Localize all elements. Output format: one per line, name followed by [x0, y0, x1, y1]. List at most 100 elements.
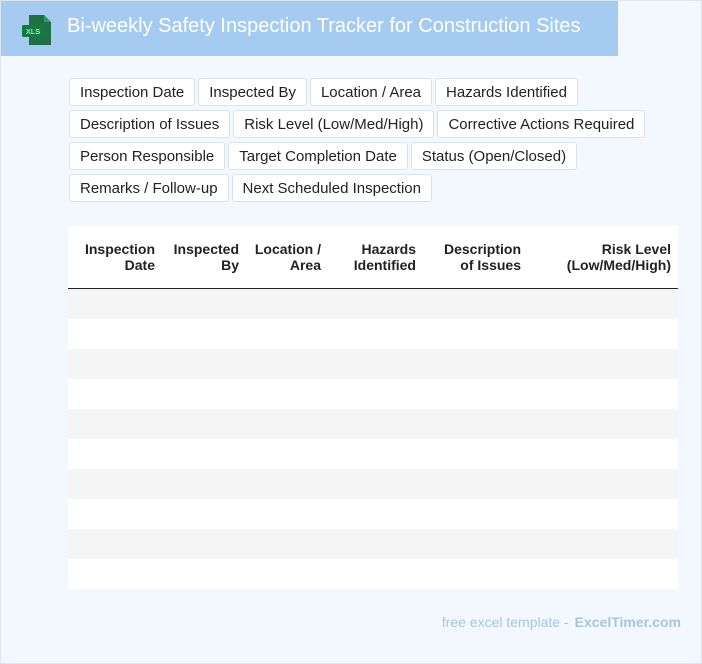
table-cell[interactable]	[162, 439, 246, 469]
field-tag[interactable]: Inspection Date	[69, 78, 196, 106]
column-header-line: Hazards	[361, 241, 416, 257]
table-cell[interactable]	[162, 499, 246, 529]
table-cell[interactable]	[68, 349, 162, 379]
table-cell[interactable]	[423, 319, 528, 349]
table-cell[interactable]	[328, 559, 423, 589]
field-tag[interactable]: Inspected By	[198, 78, 307, 106]
table-cell[interactable]	[162, 288, 246, 319]
table-cell[interactable]	[162, 319, 246, 349]
table-cell[interactable]	[328, 319, 423, 349]
field-tag[interactable]: Corrective Actions Required	[437, 110, 646, 138]
table-row	[68, 288, 678, 319]
table-row	[68, 439, 678, 469]
excel-file-icon: XLS	[22, 15, 51, 45]
table-cell[interactable]	[68, 559, 162, 589]
table-cell[interactable]	[528, 439, 678, 469]
field-tag[interactable]: Description of Issues	[69, 110, 231, 138]
table-cell[interactable]	[246, 559, 328, 589]
table-cell[interactable]	[423, 469, 528, 499]
table-cell[interactable]	[328, 409, 423, 439]
column-header: Hazards Identified	[328, 226, 423, 289]
table-cell[interactable]	[162, 379, 246, 409]
table-cell[interactable]	[423, 499, 528, 529]
table-cell[interactable]	[246, 469, 328, 499]
column-header: Description of Issues	[423, 226, 528, 289]
table-cell[interactable]	[528, 559, 678, 589]
column-header-line: Risk Level	[601, 241, 671, 257]
table-cell[interactable]	[528, 349, 678, 379]
table-cell[interactable]	[528, 529, 678, 559]
column-header: Inspection Date	[68, 226, 162, 289]
table-cell[interactable]	[528, 379, 678, 409]
table-row	[68, 529, 678, 559]
field-tag[interactable]: Person Responsible	[69, 142, 226, 170]
table-cell[interactable]	[328, 379, 423, 409]
column-header-line: Location /	[254, 241, 321, 257]
field-tag[interactable]: Target Completion Date	[228, 142, 408, 170]
table-cell[interactable]	[246, 379, 328, 409]
table-cell[interactable]	[328, 469, 423, 499]
table-cell[interactable]	[423, 439, 528, 469]
table-cell[interactable]	[528, 409, 678, 439]
table-cell[interactable]	[423, 288, 528, 319]
table-row	[68, 469, 678, 499]
table-cell[interactable]	[246, 319, 328, 349]
table-cell[interactable]	[68, 439, 162, 469]
field-tag[interactable]: Status (Open/Closed)	[410, 142, 578, 170]
column-header-line: (Low/Med/High)	[566, 257, 671, 273]
footer-text: free excel template -	[441, 614, 569, 630]
table-row	[68, 319, 678, 349]
field-tag[interactable]: Remarks / Follow-up	[69, 174, 229, 202]
table-cell[interactable]	[328, 529, 423, 559]
table-cell[interactable]	[246, 499, 328, 529]
table-cell[interactable]	[162, 409, 246, 439]
column-header-line: Description	[443, 241, 521, 257]
field-tag[interactable]: Hazards Identified	[435, 78, 578, 106]
field-tag[interactable]: Risk Level (Low/Med/High)	[233, 110, 435, 138]
table-cell[interactable]	[246, 409, 328, 439]
table-cell[interactable]	[68, 469, 162, 499]
table-cell[interactable]	[68, 499, 162, 529]
column-header: Inspected By	[162, 226, 246, 289]
table-cell[interactable]	[68, 288, 162, 319]
xls-icon-label: XLS	[26, 27, 40, 36]
table-cell[interactable]	[246, 349, 328, 379]
table-cell[interactable]	[528, 288, 678, 319]
footer-brand-link[interactable]: ExcelTimer.com	[574, 614, 681, 630]
table-cell[interactable]	[528, 319, 678, 349]
table-cell[interactable]	[162, 529, 246, 559]
field-tag[interactable]: Next Scheduled Inspection	[231, 174, 432, 202]
table-cell[interactable]	[328, 349, 423, 379]
table-cell[interactable]	[423, 559, 528, 589]
table-cell[interactable]	[528, 469, 678, 499]
table-row	[68, 379, 678, 409]
table-cell[interactable]	[328, 288, 423, 319]
field-tag-list: Inspection Date Inspected By Location / Ar…	[69, 78, 669, 202]
column-header: Location / Area	[246, 226, 328, 289]
column-header-line: By	[221, 257, 239, 273]
table-cell[interactable]	[528, 499, 678, 529]
table-cell[interactable]	[423, 529, 528, 559]
column-header-line: Identified	[353, 257, 416, 273]
table-cell[interactable]	[328, 499, 423, 529]
table-cell[interactable]	[246, 529, 328, 559]
column-header-line: of Issues	[460, 257, 521, 273]
table-cell[interactable]	[68, 409, 162, 439]
table-cell[interactable]	[246, 439, 328, 469]
table-cell[interactable]	[68, 529, 162, 559]
field-tag[interactable]: Location / Area	[309, 78, 433, 106]
table-cell[interactable]	[246, 288, 328, 319]
table-cell[interactable]	[162, 559, 246, 589]
table-row	[68, 559, 678, 589]
table-cell[interactable]	[162, 469, 246, 499]
table-cell[interactable]	[423, 379, 528, 409]
column-header-line: Date	[124, 257, 155, 273]
column-header-line: Area	[289, 257, 321, 273]
page-title: Bi-weekly Safety Inspection Tracker for …	[67, 15, 581, 37]
table-cell[interactable]	[423, 349, 528, 379]
table-cell[interactable]	[328, 439, 423, 469]
table-cell[interactable]	[68, 319, 162, 349]
table-cell[interactable]	[68, 379, 162, 409]
table-cell[interactable]	[423, 409, 528, 439]
table-cell[interactable]	[162, 349, 246, 379]
